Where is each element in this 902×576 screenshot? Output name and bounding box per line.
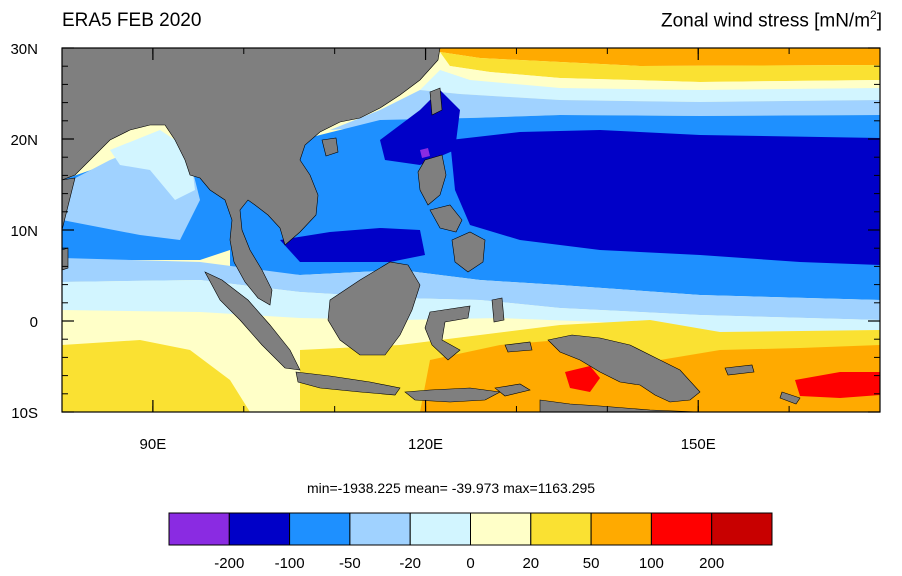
colorbar-box [409, 512, 472, 546]
field-band-light-eq [62, 258, 880, 320]
land [62, 48, 801, 412]
land-hainan [321, 137, 339, 157]
colorbar-label: 100 [639, 555, 664, 572]
colorbar-box [349, 512, 411, 546]
field-band-pale-north [420, 70, 880, 102]
colorbar-box [530, 512, 592, 546]
land-timor [494, 383, 531, 397]
field-band-navy-pacific [450, 130, 880, 265]
colorbar-label: 200 [699, 555, 724, 572]
land-taiwan [429, 87, 443, 116]
land-borneo [327, 261, 421, 356]
colorbar-label: 50 [583, 555, 600, 572]
lon-tick-label: 120E [408, 436, 443, 453]
colorbar-label: -50 [339, 555, 361, 572]
variable-title-text: Zonal wind stress [mN/m [660, 10, 871, 32]
land-mindanao [451, 231, 486, 273]
map-field [62, 48, 880, 412]
colorbar-labels: -200 -100 -50 -20 0 20 50 100 200 [214, 555, 724, 572]
field-band-yellow-north [440, 52, 880, 82]
colorbar-label: 20 [522, 555, 539, 572]
map-ticks: 30N 20N 10N 0 10S 90E 120E 150E [10, 41, 881, 453]
colorbar-box [289, 512, 351, 546]
lat-tick-label: 0 [30, 314, 38, 331]
colorbar-box [650, 512, 713, 546]
colorbar-box [470, 512, 532, 546]
land-java [295, 371, 401, 396]
lon-tick-label: 90E [140, 436, 167, 453]
colorbar-label: -20 [399, 555, 421, 572]
lat-tick-label: 10N [10, 223, 38, 240]
land-sulawesi [424, 305, 471, 361]
field-band-cream-north [450, 66, 880, 90]
colorbar-label: 0 [466, 555, 474, 572]
colorbar-box [228, 512, 291, 546]
land-visayas [429, 204, 463, 233]
land-india-coast [62, 177, 76, 231]
field-band-light-north [330, 90, 880, 130]
land-luzon [417, 154, 447, 206]
colorbar-label: -200 [214, 555, 244, 572]
variable-title-exponent: 2 [870, 8, 877, 22]
land-australia-north [539, 399, 701, 412]
variable-title: Zonal wind stress [mN/m2] [661, 8, 882, 32]
colorbar-box [168, 512, 230, 546]
land-new-guinea [547, 334, 701, 403]
wind-stress-map: 30N 20N 10N 0 10S 90E 120E 150E [10, 41, 881, 453]
lat-tick-label: 30N [10, 41, 38, 58]
land-sumatra [204, 271, 301, 371]
colorbar-box [711, 512, 773, 546]
colorbar-label: -100 [275, 555, 305, 572]
land-solomons [779, 391, 801, 405]
field-statistics: min=-1938.225 mean= -39.973 max=1163.295 [306, 480, 596, 496]
field-band-navy-scs [280, 228, 425, 262]
land-seram [504, 341, 533, 353]
land-lesser-sundas [404, 387, 501, 403]
field-band-pale-bay [110, 130, 195, 200]
land-halmahera [491, 297, 505, 323]
field-band-red-coral-sea [795, 372, 880, 398]
field-band-red-newguinea [565, 366, 600, 392]
map-title: ERA5 FEB 2020 [62, 10, 202, 31]
land-asia-mainland [62, 48, 441, 306]
colorbar-box [590, 512, 652, 546]
variable-title-close: ] [876, 10, 882, 32]
field-band-purple-spot [420, 148, 430, 158]
lat-tick-label: 10S [11, 405, 38, 422]
lon-tick-label: 150E [681, 436, 716, 453]
land-new-britain [724, 364, 755, 376]
field-band-yellow-south [62, 340, 250, 412]
lat-tick-label: 20N [10, 132, 38, 149]
field-band-orange-north [430, 48, 880, 66]
colorbar-boxes [168, 512, 773, 546]
